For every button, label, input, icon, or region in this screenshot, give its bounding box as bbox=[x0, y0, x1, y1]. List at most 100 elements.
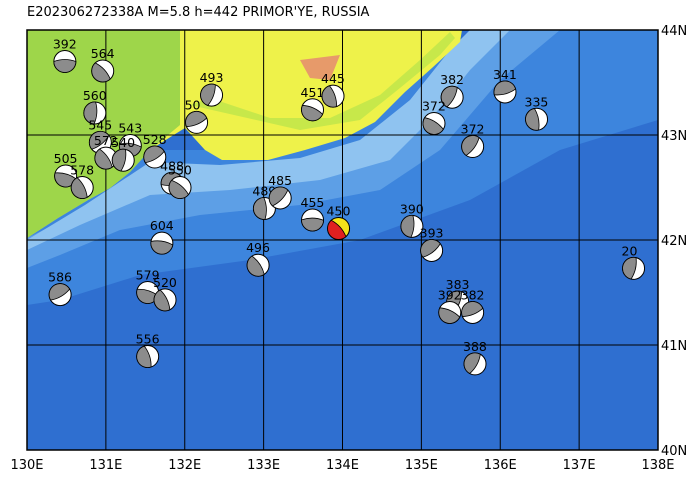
beachball-quadrant bbox=[150, 240, 174, 255]
beachball-quadrant bbox=[400, 214, 415, 238]
y-tick-label: 44N bbox=[661, 24, 687, 39]
depth-label: 451 bbox=[301, 85, 325, 100]
x-tick-label: 138E bbox=[641, 458, 674, 473]
x-tick-label: 137E bbox=[563, 458, 596, 473]
beachball-quadrant bbox=[53, 59, 77, 73]
beachball bbox=[83, 101, 107, 125]
beachball-quadrant bbox=[88, 130, 110, 150]
beachball bbox=[268, 186, 292, 210]
y-tick-label: 42N bbox=[661, 234, 687, 249]
beachball bbox=[525, 107, 549, 131]
beachball-quadrant bbox=[440, 85, 458, 108]
beachball-quadrant bbox=[493, 80, 517, 96]
depth-label: 564 bbox=[91, 46, 115, 61]
depth-label: 578 bbox=[70, 163, 94, 178]
depth-label: 455 bbox=[301, 195, 325, 210]
beachball-quadrant bbox=[420, 239, 441, 258]
beachball-quadrant bbox=[168, 179, 189, 199]
beachball bbox=[321, 84, 345, 108]
depth-label: 586 bbox=[48, 270, 72, 285]
beachball bbox=[461, 135, 485, 159]
y-tick-label: 40N bbox=[661, 444, 687, 459]
beachball-quadrant bbox=[301, 104, 324, 122]
depth-label: 485 bbox=[268, 173, 292, 188]
depth-label: 392 bbox=[438, 287, 462, 302]
beachball-quadrant bbox=[143, 145, 165, 164]
beachball bbox=[70, 176, 94, 199]
depth-label: 604 bbox=[150, 218, 174, 233]
beachball-quadrant bbox=[111, 148, 127, 172]
beachball bbox=[493, 80, 517, 104]
beachball bbox=[327, 216, 351, 240]
beachball-quadrant bbox=[136, 345, 152, 368]
depth-label: 335 bbox=[525, 94, 549, 109]
beachball bbox=[48, 283, 72, 307]
y-tick-label: 41N bbox=[661, 339, 687, 354]
beachball-quadrant bbox=[253, 197, 267, 220]
beachball-quadrant bbox=[321, 85, 338, 108]
beachball bbox=[136, 345, 160, 369]
beachball bbox=[461, 300, 485, 324]
beachball-quadrant bbox=[70, 177, 88, 199]
beachball-quadrant bbox=[622, 256, 637, 280]
beachball bbox=[301, 208, 325, 232]
depth-label: 388 bbox=[463, 339, 487, 354]
map-title: E202306272338A M=5.8 h=442 PRIMOR'YE, RU… bbox=[27, 5, 370, 20]
beachball bbox=[252, 197, 276, 220]
beachball-quadrant bbox=[422, 117, 444, 135]
x-tick-label: 130E bbox=[10, 458, 43, 473]
beachball bbox=[153, 288, 177, 312]
beachball bbox=[422, 111, 446, 135]
beachball bbox=[438, 300, 462, 324]
x-tick-label: 134E bbox=[326, 458, 359, 473]
beachball-quadrant bbox=[48, 283, 71, 301]
depth-label: 520 bbox=[153, 275, 177, 290]
depth-label: 20 bbox=[622, 243, 638, 258]
beachball bbox=[185, 110, 209, 134]
beachball bbox=[400, 214, 424, 238]
beachball bbox=[111, 148, 135, 172]
y-tick-label: 43N bbox=[661, 129, 687, 144]
beachball bbox=[143, 145, 167, 169]
depth-label: 505 bbox=[54, 151, 78, 166]
beachball-quadrant bbox=[94, 148, 113, 170]
beachball bbox=[53, 50, 77, 73]
beachball-quadrant bbox=[301, 217, 324, 232]
depth-label: 550 bbox=[168, 163, 192, 178]
beachball bbox=[54, 164, 78, 188]
depth-label: 392 bbox=[53, 37, 77, 52]
beachball-quadrant bbox=[525, 108, 540, 131]
beachball-quadrant bbox=[153, 289, 171, 312]
beachball bbox=[168, 176, 192, 199]
depth-label: 488 bbox=[160, 158, 184, 173]
beachball-quadrant bbox=[463, 352, 481, 375]
beachball bbox=[200, 83, 224, 107]
beachball-quadrant bbox=[327, 219, 347, 240]
beachball bbox=[440, 85, 464, 109]
depth-label: 341 bbox=[493, 67, 517, 82]
depth-label: 540 bbox=[111, 135, 135, 150]
depth-label: 382 bbox=[461, 287, 485, 302]
depth-label: 372 bbox=[461, 122, 485, 137]
beachball bbox=[150, 231, 174, 255]
x-tick-label: 131E bbox=[89, 458, 122, 473]
beachball-quadrant bbox=[268, 186, 289, 207]
depth-label: 450 bbox=[327, 203, 351, 218]
depth-label: 543 bbox=[118, 121, 142, 136]
depth-label: 556 bbox=[136, 332, 160, 347]
beachball-quadrant bbox=[246, 255, 265, 277]
x-tick-label: 136E bbox=[484, 458, 517, 473]
depth-label: 393 bbox=[420, 226, 444, 241]
x-tick-label: 135E bbox=[405, 458, 438, 473]
beachball bbox=[136, 281, 160, 304]
beachball-quadrant bbox=[461, 301, 484, 317]
depth-label: 493 bbox=[200, 70, 224, 85]
beachball-quadrant bbox=[461, 135, 480, 156]
beachball-quadrant bbox=[91, 62, 111, 83]
depth-label: 545 bbox=[88, 117, 112, 132]
depth-label: 528 bbox=[143, 132, 167, 147]
beachball bbox=[622, 256, 646, 280]
depth-label: 560 bbox=[83, 88, 107, 103]
depth-label: 572 bbox=[94, 133, 118, 148]
